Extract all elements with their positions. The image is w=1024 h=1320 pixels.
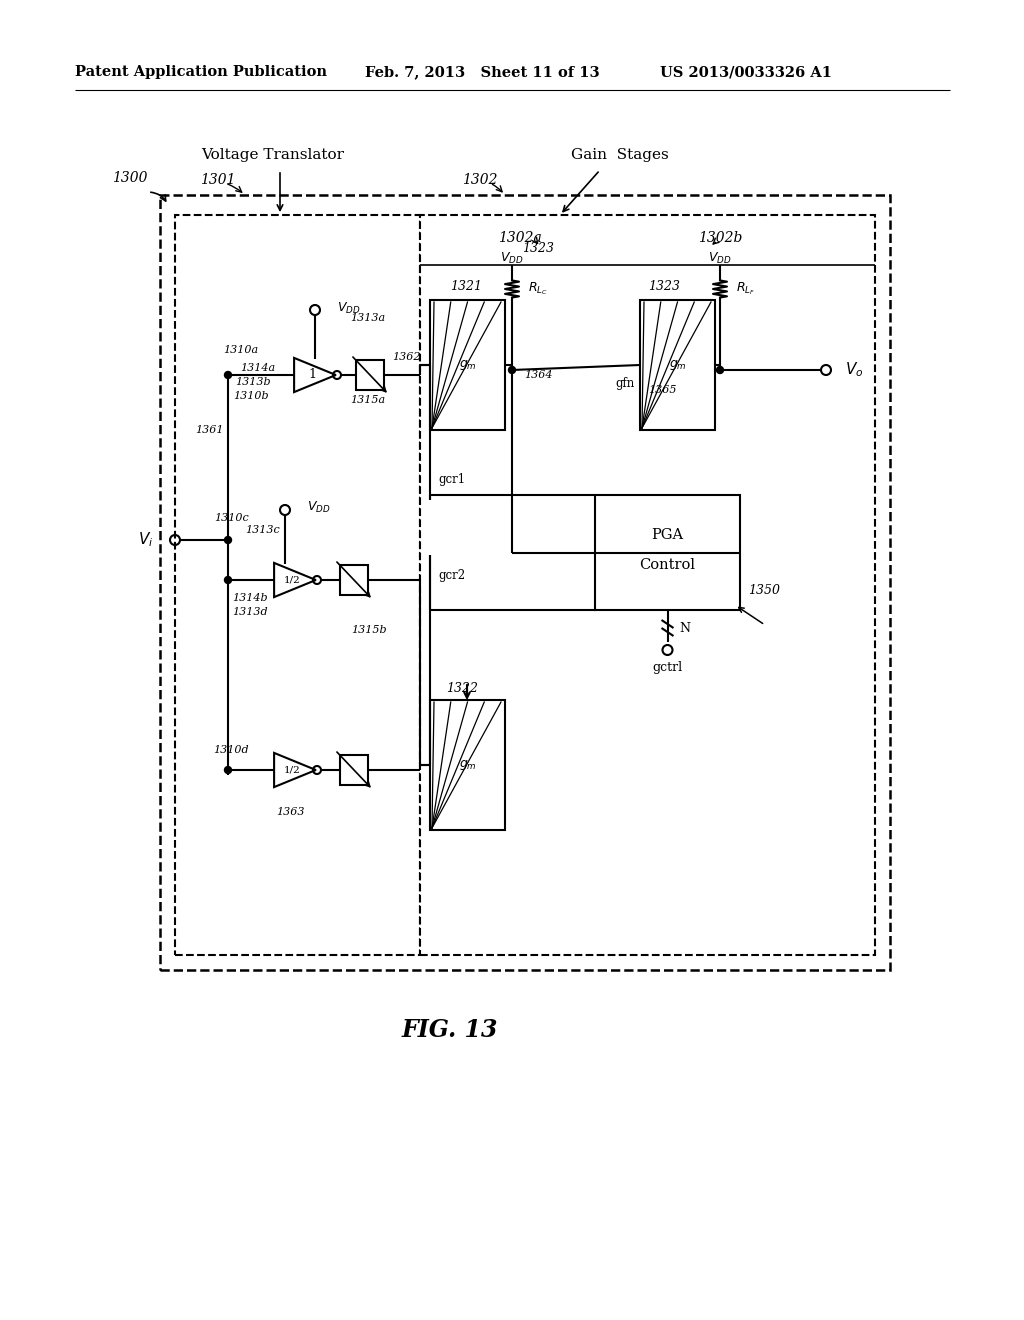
Text: 1365: 1365 (648, 385, 677, 395)
Text: 1321: 1321 (450, 281, 482, 293)
Polygon shape (294, 358, 336, 392)
Text: Control: Control (640, 558, 695, 572)
Text: Voltage Translator: Voltage Translator (202, 148, 344, 162)
Text: PGA: PGA (651, 528, 684, 543)
Text: 1315a: 1315a (350, 395, 385, 405)
Text: $V_i$: $V_i$ (137, 531, 153, 549)
Text: $V_{DD}$: $V_{DD}$ (337, 301, 360, 315)
Text: 1310a: 1310a (223, 345, 258, 355)
Circle shape (717, 367, 724, 374)
Circle shape (224, 577, 231, 583)
Text: gcr1: gcr1 (438, 474, 465, 487)
Text: 1322: 1322 (446, 681, 478, 694)
Bar (340, 755, 368, 785)
Text: 1313a: 1313a (350, 313, 385, 323)
Text: Gain  Stages: Gain Stages (571, 148, 669, 162)
Text: 1323: 1323 (522, 242, 554, 255)
Circle shape (509, 367, 515, 374)
Text: N: N (680, 622, 690, 635)
Bar (356, 360, 384, 389)
Text: 1315b: 1315b (351, 624, 387, 635)
Text: 1302a: 1302a (498, 231, 542, 246)
Text: $g_m$: $g_m$ (669, 358, 686, 372)
Text: Feb. 7, 2013   Sheet 11 of 13: Feb. 7, 2013 Sheet 11 of 13 (365, 65, 600, 79)
Bar (595, 495, 740, 610)
Text: 1350: 1350 (748, 583, 780, 597)
Text: FIG. 13: FIG. 13 (401, 1018, 499, 1041)
Text: $R_{L_C}$: $R_{L_C}$ (528, 281, 548, 297)
Text: 1310c: 1310c (214, 513, 249, 523)
Text: 1364: 1364 (524, 370, 553, 380)
Text: $R_{L_F}$: $R_{L_F}$ (736, 281, 755, 297)
Bar (640, 300, 715, 430)
Text: 1313d: 1313d (232, 607, 267, 616)
Text: $V_{DD}$: $V_{DD}$ (709, 251, 732, 265)
Text: 1: 1 (308, 368, 316, 381)
Text: 1313b: 1313b (234, 378, 270, 387)
Circle shape (224, 371, 231, 379)
Text: 1302b: 1302b (697, 231, 742, 246)
Polygon shape (274, 562, 315, 597)
Text: US 2013/0033326 A1: US 2013/0033326 A1 (660, 65, 831, 79)
Circle shape (224, 767, 231, 774)
Text: $V_{DD}$: $V_{DD}$ (500, 251, 524, 265)
Text: $g_m$: $g_m$ (459, 758, 476, 772)
Bar (430, 700, 505, 830)
Bar (430, 300, 505, 430)
Polygon shape (274, 752, 315, 787)
Text: 1323: 1323 (648, 281, 680, 293)
Text: 1/2: 1/2 (284, 576, 300, 585)
Text: $g_m$: $g_m$ (459, 358, 476, 372)
Text: 1310d: 1310d (213, 744, 249, 755)
Bar (175, 215, 420, 954)
Text: 1300: 1300 (113, 172, 147, 185)
Text: gfn: gfn (615, 376, 635, 389)
Text: 1313c: 1313c (245, 525, 280, 535)
Text: 1361: 1361 (195, 425, 223, 436)
Circle shape (224, 536, 231, 544)
Bar (420, 215, 874, 954)
Text: 1/2: 1/2 (284, 766, 300, 775)
Text: $V_{DD}$: $V_{DD}$ (307, 499, 331, 515)
Bar (340, 565, 368, 595)
Text: 1302: 1302 (462, 173, 498, 187)
Text: 1314b: 1314b (232, 593, 267, 603)
Text: 1301: 1301 (201, 173, 236, 187)
Text: 1314a: 1314a (240, 363, 275, 374)
Text: 1362: 1362 (392, 352, 421, 362)
Text: Patent Application Publication: Patent Application Publication (75, 65, 327, 79)
Text: gctrl: gctrl (652, 661, 683, 675)
Text: $V_o$: $V_o$ (845, 360, 863, 379)
Text: 1310b: 1310b (233, 391, 268, 401)
Bar (160, 195, 890, 970)
Text: 1363: 1363 (275, 807, 304, 817)
Text: gcr2: gcr2 (438, 569, 465, 582)
